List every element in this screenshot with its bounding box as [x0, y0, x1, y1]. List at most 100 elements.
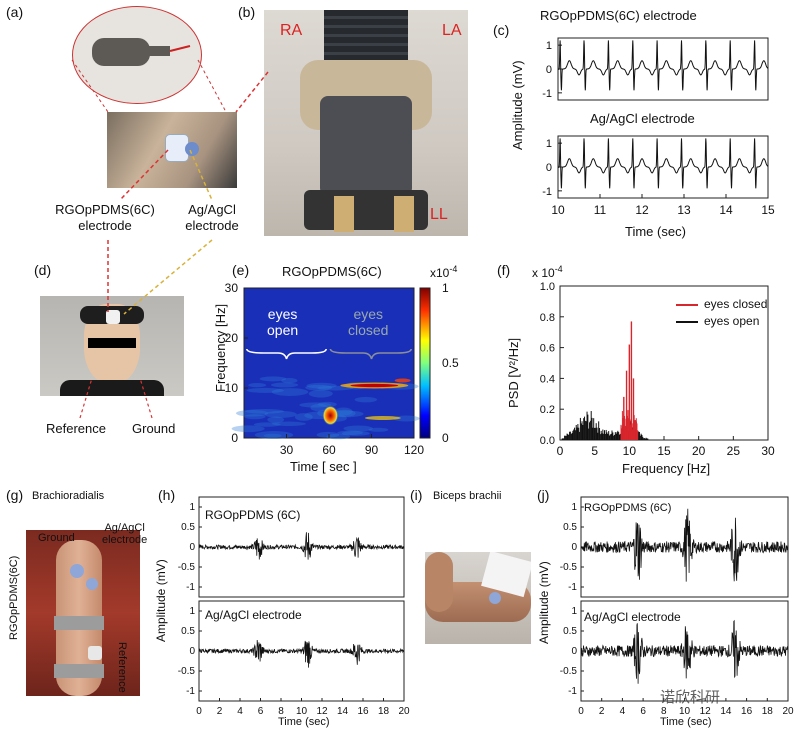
j-ytick-label: 0: [571, 542, 577, 553]
legend-eyes-closed: eyes closed: [676, 296, 767, 313]
electrode-pad-icon: [92, 38, 191, 66]
rgo-label-line1: RGOpPDMS(6C): [55, 202, 155, 217]
rgo-electrode-label: RGOpPDMS(6C) electrode: [40, 202, 170, 234]
f-xtick-label: 25: [727, 444, 741, 458]
biceps-photo: [425, 552, 531, 644]
h-ytick-label: 0: [189, 646, 195, 657]
e-speckle: [271, 388, 309, 396]
j-ytick-label: 1: [571, 606, 577, 617]
e-low-band: [364, 416, 401, 420]
c-ecg-trace-0: [557, 40, 769, 91]
j-xtick-label: 6: [640, 706, 646, 717]
e-speckle: [231, 425, 265, 433]
f-xtick-label: 20: [692, 444, 706, 458]
e-speckle: [326, 433, 351, 440]
c-xtick-label: 11: [594, 203, 607, 217]
e-speckle: [254, 431, 294, 439]
h-xtick-label: 8: [278, 706, 284, 717]
c-ytick-label: -1: [542, 88, 552, 100]
panel-label-i: (i): [410, 487, 423, 503]
f-ytick-label: 0.0: [540, 435, 555, 447]
h-ytick-label: 1: [189, 502, 195, 513]
panel-label-f: (f): [497, 262, 511, 278]
ground-label: Ground: [132, 421, 176, 436]
e-speckle: [294, 413, 313, 421]
j-ytick-label: -1: [568, 582, 577, 593]
seated-subject-photo: [264, 10, 468, 236]
h-xtick-label: 2: [217, 706, 223, 717]
eyes-closed-bracket: [329, 348, 412, 360]
j-ytick-label: -0.5: [560, 562, 578, 573]
eyes-closed-line1: eyes: [353, 306, 384, 322]
watermark-text: 诺欣科研: [660, 689, 721, 706]
panel-label-h: (h): [158, 487, 176, 503]
j-xtick-label: 12: [700, 706, 712, 717]
legend-swatch-open: [676, 320, 698, 323]
e-speckle: [267, 416, 285, 423]
forearm-photo: [26, 530, 140, 696]
h-ytick-label: -0.5: [178, 666, 196, 677]
e-speckle: [337, 430, 363, 436]
j-xtick-label: 4: [620, 706, 626, 717]
h-xtick-label: 4: [237, 706, 243, 717]
e-xlabel: Time [ sec ]: [290, 459, 357, 474]
e-ytick-label: 10: [225, 381, 239, 395]
c-xtick-label: 12: [635, 203, 649, 217]
f-ytick-label: 1.0: [540, 281, 555, 293]
h-xtick-label: 16: [357, 706, 369, 717]
eyes-closed-line2: closed: [348, 322, 389, 338]
j-xtick-label: 2: [599, 706, 605, 717]
la-label: LA: [442, 22, 462, 39]
c-xtick-label: 10: [551, 203, 565, 217]
g-agcl-label: Ag/AgCl electrode: [102, 522, 147, 546]
ll-label: LL: [430, 206, 448, 223]
e-speckle: [263, 433, 282, 438]
e-speckle: [245, 408, 284, 414]
f-ytick-label: 0.4: [540, 373, 555, 385]
legend-swatch-closed: [676, 303, 698, 306]
e-speckle: [316, 431, 340, 438]
eyes-open-line2: open: [267, 322, 299, 338]
e-speckle: [317, 385, 354, 391]
eyes-open-label: eyes open: [267, 306, 298, 338]
g-agcl-line2: electrode: [102, 534, 148, 546]
e-speckle: [334, 407, 353, 416]
h-ytick-label: 0.5: [181, 522, 195, 533]
e-speckle: [354, 396, 378, 403]
e-speckle: [299, 402, 332, 408]
electrode-band-2: [54, 664, 104, 678]
e-speckle: [259, 376, 287, 382]
right-foot: [394, 196, 414, 232]
e-scale: x10-4: [430, 264, 457, 280]
panel-label-d: (d): [34, 262, 52, 278]
j-ytick-label: 0: [571, 646, 577, 657]
j-xtick-label: 10: [679, 706, 691, 717]
panel-label-e: (e): [232, 262, 250, 278]
c-ytick-label: 1: [546, 138, 552, 150]
panel-label-b: (b): [238, 4, 256, 20]
j-xtick-label: 18: [762, 706, 774, 717]
e-speckle: [317, 401, 337, 407]
j-xtick-label: 8: [661, 706, 667, 717]
e-scale-exp: -4: [449, 264, 458, 274]
legend-eyes-open: eyes open: [676, 313, 767, 330]
panel-label-j: (j): [537, 487, 550, 503]
h-ytick-label: -1: [186, 582, 195, 593]
f-scale-base: x 10: [532, 266, 555, 280]
e-speckle: [368, 427, 389, 432]
e-speckle: [306, 382, 337, 389]
j-ytick-label: 1: [571, 502, 577, 513]
j-emg-trace-0: [580, 508, 789, 582]
h-ytick-label: -1: [186, 686, 195, 697]
h-ytick-label: 0.5: [181, 626, 195, 637]
j-emg-trace-1: [580, 619, 789, 684]
forehead-electrode: [106, 310, 120, 324]
h-xtick-label: 0: [196, 706, 202, 717]
c-ytick-label: 0: [546, 162, 552, 174]
e-speckle: [308, 389, 333, 398]
f-xlabel: Frequency [Hz]: [622, 461, 711, 476]
